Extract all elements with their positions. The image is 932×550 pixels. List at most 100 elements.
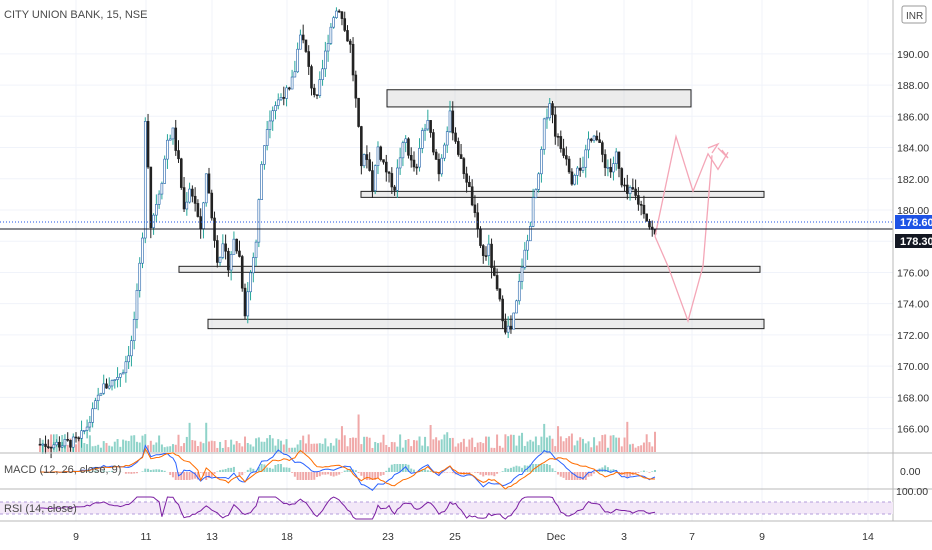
candle-body: [578, 167, 582, 171]
candle-body: [274, 105, 277, 112]
macd-label[interactable]: MACD (12, 26, close, 9): [4, 464, 121, 476]
support-resistance-zones[interactable]: [178, 89, 765, 330]
macd-histogram-bar: [648, 472, 651, 473]
candle-body: [191, 188, 194, 197]
volume-bar: [443, 434, 446, 452]
projection-bearish-path[interactable]: [654, 155, 713, 323]
candle-body: [631, 187, 635, 190]
price-tick-label: 166.00: [897, 424, 929, 436]
candle-body: [620, 168, 624, 186]
volume-bar: [216, 447, 219, 452]
macd-histogram-bar: [532, 464, 535, 472]
candle-body: [373, 165, 377, 191]
zone-bottom-support[interactable]: [207, 318, 765, 330]
volume-bar: [191, 440, 194, 452]
currency-button[interactable]: INR: [901, 5, 927, 24]
macd-histogram-bar: [404, 464, 407, 472]
candle-body: [650, 226, 654, 230]
candle-body: [310, 66, 313, 89]
volume-bar: [271, 438, 274, 452]
macd-histogram-bar: [252, 468, 255, 472]
macd-histogram-bar: [257, 466, 260, 472]
rsi-axis-value: 100.00: [896, 486, 928, 498]
macd-histogram-bar: [135, 472, 138, 474]
macd-histogram-bar: [620, 472, 623, 475]
volume-bar: [606, 447, 609, 452]
volume-bar: [257, 437, 260, 452]
macd-axis-value: 0.00: [900, 466, 921, 478]
macd-histogram-bar: [160, 470, 163, 472]
volume-bar: [460, 442, 463, 452]
candle-body: [576, 167, 579, 176]
macd-histogram-bar: [219, 470, 222, 472]
candle-body: [390, 173, 394, 188]
candle-body: [324, 50, 327, 70]
candle-body: [445, 131, 449, 146]
volume-bar: [415, 440, 418, 452]
candle-body: [149, 166, 153, 228]
price-tick-label: 182.00: [897, 174, 929, 186]
candle-body: [517, 280, 521, 302]
macd-histogram-bar: [443, 472, 446, 473]
zone-mid-support[interactable]: [360, 190, 765, 198]
projection-bullish-path[interactable]: [654, 134, 729, 237]
volume-bar: [285, 439, 288, 452]
volume-bar: [449, 438, 451, 452]
candle-body: [432, 132, 435, 153]
volume-bar: [352, 437, 355, 452]
volume-bar: [180, 446, 183, 452]
candle-body: [409, 154, 413, 161]
candle-body: [254, 241, 258, 258]
candle-body: [351, 43, 355, 76]
volume-bar: [177, 434, 180, 452]
macd-histogram-bar: [249, 467, 252, 472]
volume-bar: [66, 444, 69, 452]
macd-histogram-bar: [490, 472, 493, 476]
rsi-label[interactable]: RSI (14, close): [4, 503, 77, 515]
volume-bar: [385, 444, 388, 452]
candle-body: [484, 255, 488, 257]
candle-body: [221, 243, 225, 258]
candle-body: [476, 212, 480, 229]
macd-histogram-bar: [479, 472, 482, 475]
candle-body: [407, 138, 410, 156]
candle-body: [155, 204, 158, 216]
volume-bar: [102, 441, 105, 452]
macd-histogram-bar: [487, 472, 490, 476]
volume-bar: [396, 446, 399, 452]
candle-body: [265, 129, 269, 146]
zone-upper-resistance[interactable]: [386, 89, 692, 108]
candle-body: [55, 441, 58, 446]
macd-histogram-bar: [307, 472, 310, 480]
candle-body: [130, 340, 133, 357]
candle-body: [418, 147, 421, 168]
volume-bar: [329, 442, 332, 452]
macd-histogram-bar: [548, 464, 551, 472]
volume-bar: [111, 446, 114, 452]
volume-bar: [244, 436, 246, 452]
candle-body: [121, 372, 125, 375]
macd-histogram-bar: [496, 472, 499, 474]
candle-body: [199, 216, 202, 229]
macd-histogram-bar: [410, 468, 413, 472]
time-axis[interactable]: 9 11 13 18 23 25 Dec 3 7 9 14: [73, 531, 874, 543]
volume-bar: [598, 441, 601, 452]
volume-bar: [171, 444, 174, 452]
candle-body: [487, 243, 491, 256]
macd-histogram-bar: [302, 472, 305, 480]
candle-body: [504, 320, 507, 333]
candle-body: [567, 158, 571, 173]
volume-bar: [241, 446, 244, 452]
candle-body: [257, 199, 261, 243]
volume-bar: [568, 436, 571, 452]
price-tick-label: 176.00: [897, 267, 929, 279]
volume-bar: [147, 445, 150, 452]
macd-histogram-bar: [141, 471, 144, 472]
candle-body: [540, 149, 543, 175]
zone-lower-support[interactable]: [178, 265, 761, 273]
volume-bar: [521, 432, 524, 452]
macd-histogram-bar: [274, 464, 277, 472]
macd-histogram-bar: [196, 472, 199, 480]
